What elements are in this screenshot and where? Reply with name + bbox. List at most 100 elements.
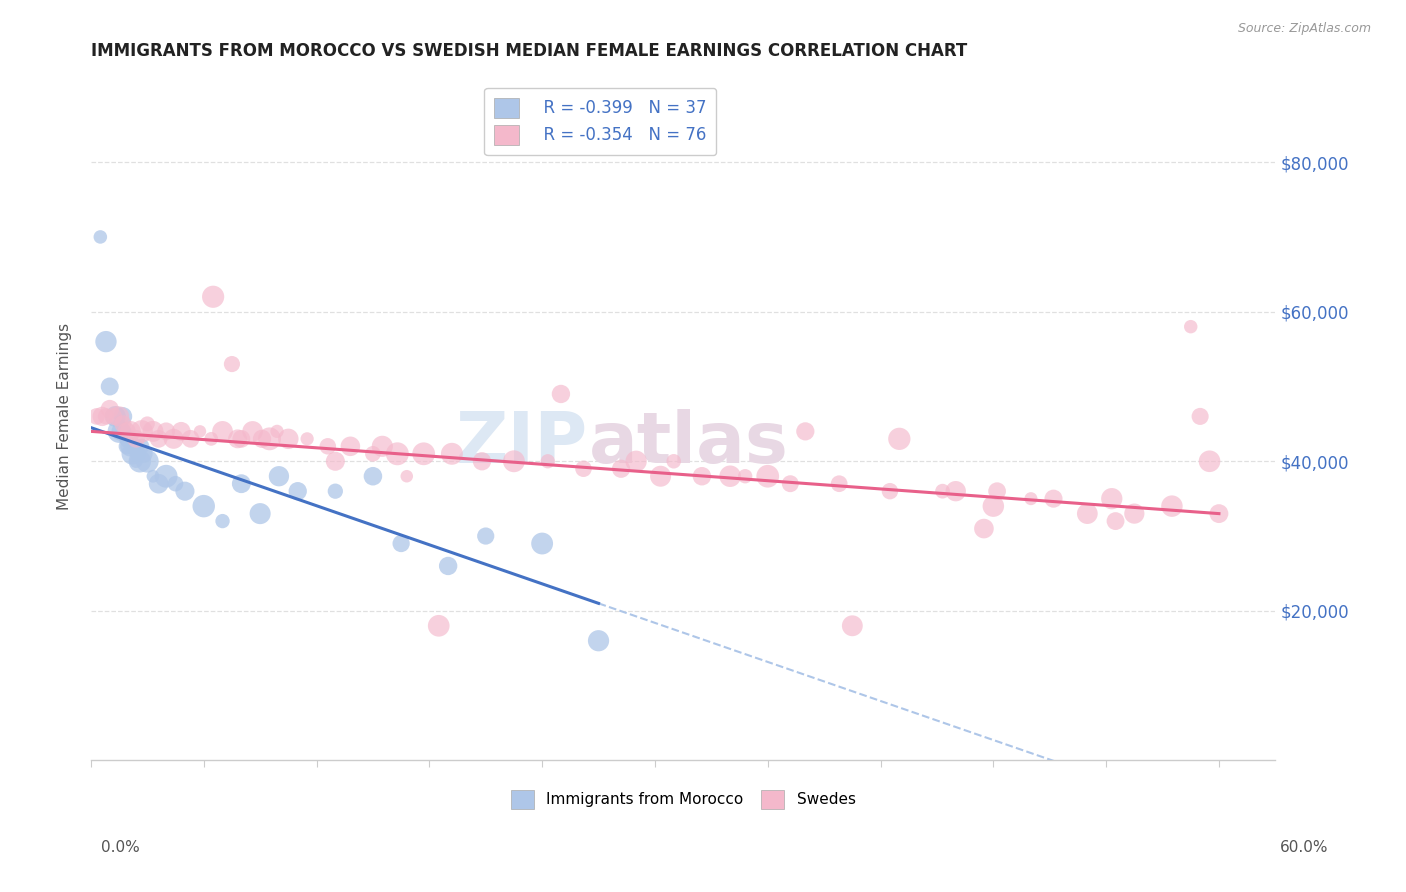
Point xyxy=(718,469,741,483)
Point xyxy=(531,536,554,550)
Point xyxy=(734,469,756,483)
Point xyxy=(188,425,211,439)
Point xyxy=(387,447,409,461)
Point xyxy=(981,499,1004,513)
Point xyxy=(98,379,121,393)
Point xyxy=(117,432,139,446)
Point xyxy=(1042,491,1064,506)
Point xyxy=(412,447,434,461)
Point xyxy=(986,484,1008,499)
Point xyxy=(1076,507,1098,521)
Point xyxy=(471,454,494,468)
Point xyxy=(250,432,273,446)
Point xyxy=(211,425,233,439)
Point xyxy=(572,462,595,476)
Point xyxy=(148,432,170,446)
Point xyxy=(142,469,165,483)
Point xyxy=(267,469,290,483)
Point xyxy=(180,432,202,446)
Point xyxy=(128,454,150,468)
Point xyxy=(86,409,108,424)
Point xyxy=(624,454,647,468)
Point xyxy=(1208,507,1230,521)
Point xyxy=(889,432,911,446)
Point xyxy=(142,425,165,439)
Point xyxy=(1189,409,1212,424)
Point xyxy=(242,425,264,439)
Y-axis label: Median Female Earnings: Median Female Earnings xyxy=(58,323,72,510)
Text: atlas: atlas xyxy=(588,409,789,478)
Point xyxy=(361,469,384,483)
Point xyxy=(437,558,460,573)
Point xyxy=(121,447,143,461)
Text: ZIP: ZIP xyxy=(456,409,588,478)
Point xyxy=(1161,499,1184,513)
Point xyxy=(98,401,121,416)
Point xyxy=(155,425,177,439)
Point xyxy=(115,425,138,439)
Point xyxy=(89,230,111,244)
Point xyxy=(1104,514,1126,528)
Point xyxy=(111,409,134,424)
Point xyxy=(211,514,233,528)
Point xyxy=(610,462,633,476)
Point xyxy=(221,357,243,371)
Point xyxy=(690,469,713,483)
Point xyxy=(1123,507,1146,521)
Point xyxy=(131,439,153,453)
Point xyxy=(136,417,159,431)
Point xyxy=(323,484,346,499)
Point xyxy=(125,432,148,446)
Point xyxy=(1198,454,1220,468)
Point xyxy=(127,447,149,461)
Point xyxy=(231,476,253,491)
Point xyxy=(103,409,125,424)
Point xyxy=(94,334,117,349)
Point xyxy=(440,447,463,461)
Point xyxy=(287,484,309,499)
Point xyxy=(323,454,346,468)
Point xyxy=(395,469,418,483)
Point xyxy=(474,529,496,543)
Point xyxy=(110,425,132,439)
Point xyxy=(108,409,131,424)
Point xyxy=(316,439,339,453)
Text: IMMIGRANTS FROM MOROCCO VS SWEDISH MEDIAN FEMALE EARNINGS CORRELATION CHART: IMMIGRANTS FROM MOROCCO VS SWEDISH MEDIA… xyxy=(91,42,967,60)
Point xyxy=(193,499,215,513)
Point xyxy=(588,633,610,648)
Point xyxy=(249,507,271,521)
Point xyxy=(104,409,127,424)
Point xyxy=(125,454,148,468)
Point xyxy=(231,432,253,446)
Point xyxy=(122,439,145,453)
Point xyxy=(202,290,225,304)
Point xyxy=(266,425,288,439)
Point xyxy=(170,425,193,439)
Point xyxy=(389,536,412,550)
Point xyxy=(427,619,450,633)
Legend: Immigrants from Morocco, Swedes: Immigrants from Morocco, Swedes xyxy=(505,784,862,814)
Point xyxy=(259,432,281,446)
Point xyxy=(879,484,901,499)
Point xyxy=(503,454,526,468)
Point xyxy=(1101,491,1123,506)
Point xyxy=(91,409,114,424)
Point xyxy=(277,432,299,446)
Point xyxy=(148,476,170,491)
Point xyxy=(931,484,953,499)
Point xyxy=(945,484,967,499)
Point xyxy=(1019,491,1042,506)
Point xyxy=(550,387,572,401)
Point xyxy=(1180,319,1202,334)
Text: Source: ZipAtlas.com: Source: ZipAtlas.com xyxy=(1237,22,1371,36)
Point xyxy=(779,476,801,491)
Point xyxy=(115,439,138,453)
Point xyxy=(973,522,995,536)
Point xyxy=(339,439,361,453)
Point xyxy=(794,425,817,439)
Point xyxy=(371,439,394,453)
Point xyxy=(828,476,851,491)
Point xyxy=(174,484,197,499)
Point xyxy=(165,476,187,491)
Point xyxy=(226,432,249,446)
